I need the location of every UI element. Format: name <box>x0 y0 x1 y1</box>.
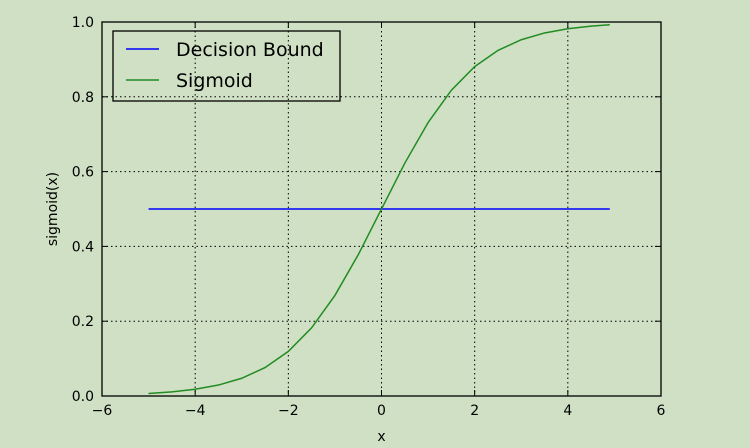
legend: Decision Bound Sigmoid <box>112 30 341 102</box>
y-tick-label: 0.4 <box>72 239 94 255</box>
legend-label: Decision Bound <box>176 39 324 61</box>
y-axis-label: sigmoid(x) <box>45 172 61 246</box>
x-tick-label: −2 <box>278 403 299 419</box>
x-tick-label: 0 <box>377 403 386 419</box>
legend-box <box>112 30 341 102</box>
ticks: −6 −4 −2 0 2 4 6 0.0 0.2 0.4 0.6 0.8 1.0 <box>72 15 666 419</box>
x-tick-label: −4 <box>185 403 206 419</box>
x-axis-label: x <box>377 429 385 445</box>
x-tick-label: 4 <box>563 403 572 419</box>
legend-label: Sigmoid <box>176 70 253 92</box>
x-tick-label: 2 <box>470 403 479 419</box>
y-tick-label: 0.8 <box>72 90 94 106</box>
y-tick-label: 0.0 <box>72 389 94 405</box>
x-tick-label: −6 <box>92 403 113 419</box>
y-tick-label: 0.6 <box>72 165 94 181</box>
y-tick-label: 0.2 <box>72 314 94 330</box>
y-tick-label: 1.0 <box>72 15 94 31</box>
series-line-sigmoid <box>148 24 610 395</box>
series-layer <box>148 24 610 395</box>
grid <box>102 22 661 396</box>
x-tick-label: 6 <box>657 403 666 419</box>
